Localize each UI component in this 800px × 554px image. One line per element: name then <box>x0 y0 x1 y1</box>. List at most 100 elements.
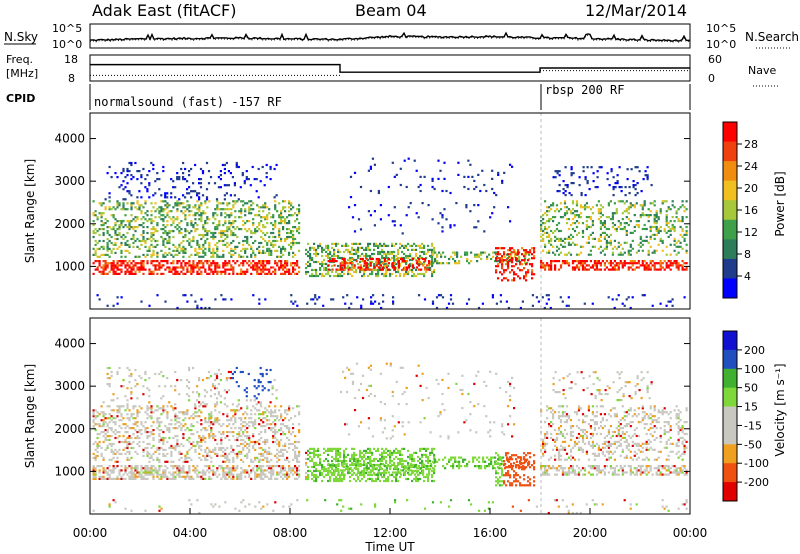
scatter-cell <box>655 214 658 217</box>
scatter-cell <box>218 224 221 227</box>
scatter-cell <box>268 251 271 254</box>
scatter-cell <box>134 467 137 470</box>
scatter-cell <box>523 249 526 252</box>
scatter-cell <box>657 231 660 234</box>
scatter-cell <box>198 255 201 258</box>
scatter-cell <box>124 266 127 269</box>
scatter-cell <box>140 266 143 269</box>
scatter-cell <box>232 204 235 207</box>
scatter-cell <box>150 417 153 420</box>
scatter-cell <box>144 429 147 432</box>
scatter-cell <box>286 436 289 440</box>
scatter-cell <box>309 274 312 278</box>
scatter-cell <box>575 264 579 267</box>
scatter-cell <box>274 429 277 432</box>
scatter-cell <box>507 257 510 260</box>
scatter-cell <box>164 436 167 440</box>
scatter-cell <box>154 202 157 205</box>
scatter-cell <box>168 477 171 480</box>
scatter-cell <box>214 298 217 301</box>
scatter-cell <box>102 435 105 438</box>
scatter-cell <box>138 255 141 258</box>
scatter-cell <box>174 415 177 418</box>
scatter-cell <box>232 475 235 478</box>
scatter-cell <box>659 225 662 229</box>
scatter-cell <box>465 302 469 305</box>
scatter-cell <box>677 220 680 223</box>
scatter-cell <box>246 471 249 474</box>
scatter-cell <box>264 475 267 478</box>
scatter-cell <box>311 272 314 276</box>
scatter-cell <box>624 194 627 197</box>
noise-series-line <box>89 31 691 43</box>
scatter-cell <box>649 237 652 240</box>
scatter-cell <box>507 261 510 264</box>
scatter-cell <box>208 415 211 418</box>
scatter-cell <box>128 375 131 378</box>
scatter-cell <box>182 425 185 428</box>
scatter-cell <box>150 469 153 472</box>
scatter-cell <box>567 264 571 267</box>
scatter-cell <box>347 264 350 268</box>
scatter-cell <box>122 448 125 451</box>
scatter-cell <box>244 260 247 263</box>
nave-label: Nave <box>748 64 776 77</box>
scatter-cell <box>499 261 502 264</box>
ytick-label: 3000 <box>54 174 85 188</box>
scatter-cell <box>250 421 253 424</box>
scatter-cell <box>201 170 205 173</box>
scatter-cell <box>465 206 468 209</box>
scatter-cell <box>525 251 528 254</box>
scatter-cell <box>321 248 324 251</box>
scatter-cell <box>148 377 151 380</box>
scatter-cell <box>554 176 557 179</box>
scatter-cell <box>150 255 153 258</box>
scatter-cell <box>214 448 217 451</box>
scatter-cell <box>114 224 117 227</box>
scatter-cell <box>341 270 344 274</box>
scatter-cell <box>633 206 636 209</box>
scatter-cell <box>278 233 281 237</box>
scatter-cell <box>501 265 504 268</box>
scatter-cell <box>116 456 119 459</box>
scatter-cell <box>200 214 203 217</box>
scatter-cell <box>146 450 149 453</box>
scatter-cell <box>160 264 163 267</box>
scatter-cell <box>373 268 376 272</box>
scatter-cell <box>359 257 362 261</box>
scatter-cell <box>92 235 95 239</box>
scatter-cell <box>419 250 422 254</box>
scatter-cell <box>268 427 271 430</box>
scatter-cell <box>286 427 289 430</box>
scatter-cell <box>94 477 97 480</box>
scatter-cell <box>450 255 453 258</box>
scatter-cell <box>226 413 229 416</box>
scatter-cell <box>262 417 265 420</box>
scatter-cell <box>182 172 185 175</box>
scatter-cell <box>661 266 664 269</box>
scatter-cell <box>372 294 375 297</box>
scatter-cell <box>607 235 610 238</box>
scatter-cell <box>337 256 340 260</box>
scatter-cell <box>92 230 95 233</box>
scatter-cell <box>238 433 241 436</box>
scatter-cell <box>222 454 225 457</box>
scatter-cell <box>685 225 688 229</box>
scatter-cell <box>112 247 115 250</box>
scatter-cell <box>152 245 155 248</box>
scatter-cell <box>166 262 169 265</box>
scatter-cell <box>184 458 187 461</box>
scatter-cell <box>220 467 223 470</box>
scatter-cell <box>186 411 189 414</box>
scatter-cell <box>190 196 193 199</box>
scatter-cell <box>138 224 141 227</box>
scatter-cell <box>268 460 271 463</box>
scatter-cell <box>150 270 153 273</box>
scatter-cell <box>114 237 117 241</box>
scatter-cell <box>222 469 225 472</box>
scatter-cell <box>264 417 267 420</box>
scatter-cell <box>617 262 620 265</box>
scatter-cell <box>278 222 281 225</box>
scatter-cell <box>232 220 235 223</box>
scatter-cell <box>333 257 336 261</box>
